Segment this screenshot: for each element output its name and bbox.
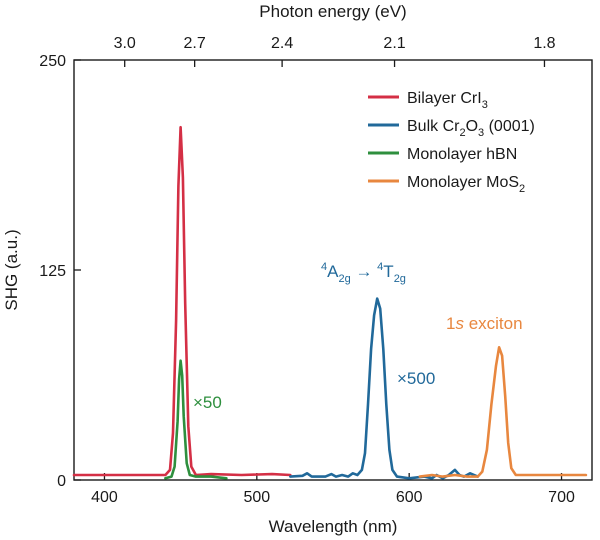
x-tick-label: 500 [243, 489, 270, 506]
top-tick-label: 1.8 [533, 35, 555, 52]
y-axis-title: SHG (a.u.) [2, 229, 21, 310]
series-line-monolayer-mos2 [418, 346, 588, 478]
top-tick-label: 3.0 [114, 35, 136, 52]
top-tick-label: 2.7 [184, 35, 206, 52]
x-tick-label: 700 [548, 489, 575, 506]
top-tick-label: 2.1 [383, 35, 405, 52]
annotation-x50: ×50 [193, 393, 222, 412]
legend: Bilayer CrI3 Bulk Cr2O3 (0001) Monolayer… [368, 90, 535, 195]
y-tick-label: 250 [39, 53, 66, 70]
legend-label-bilayer-cri3: Bilayer CrI3 [407, 90, 488, 111]
series-lines [72, 125, 588, 480]
top-axis-title: Photon energy (eV) [259, 2, 406, 21]
series-line-bilayer-cri3 [72, 125, 292, 477]
legend-label-monolayer-mos2: Monolayer MoS2 [407, 174, 525, 195]
top-tick-label: 2.4 [271, 35, 293, 52]
bottom-axis: 400 500 600 700 [91, 473, 575, 506]
x-axis-title: Wavelength (nm) [269, 517, 398, 536]
y-tick-label: 125 [39, 263, 66, 280]
legend-label-bulk-cr2o3: Bulk Cr2O3 (0001) [407, 118, 535, 139]
series-line-monolayer-hbn [164, 359, 228, 480]
y-tick-label: 0 [57, 473, 66, 490]
top-axis: 3.0 2.7 2.4 2.1 1.8 [114, 35, 556, 67]
annotation-1s-exciton: 1s exciton [446, 314, 523, 333]
left-axis: 0 125 250 [39, 53, 81, 490]
annotation-transition: 4A2g → 4T2g [321, 261, 406, 285]
annotation-x500: ×500 [397, 369, 435, 388]
legend-label-monolayer-hbn: Monolayer hBN [407, 146, 517, 163]
x-tick-label: 600 [396, 489, 423, 506]
x-tick-label: 400 [91, 489, 118, 506]
